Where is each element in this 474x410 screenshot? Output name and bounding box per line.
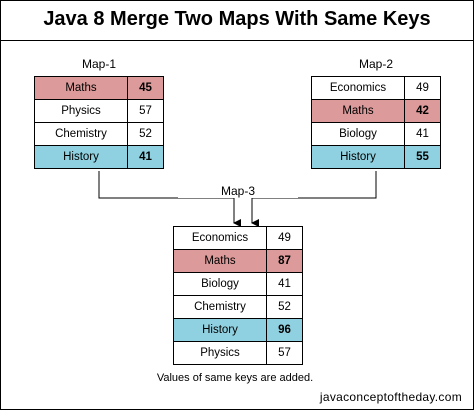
table-row: Biology 41 <box>311 122 441 146</box>
table-row: Chemistry 52 <box>34 122 164 146</box>
value-cell: 45 <box>127 76 164 100</box>
value-cell: 57 <box>266 341 303 365</box>
key-cell: Economics <box>311 76 405 100</box>
map2-table: Economics 49 Maths 42 Biology 41 History 55 <box>311 76 441 169</box>
title-divider <box>1 40 473 41</box>
footer-watermark: javaconceptoftheday.com <box>319 390 462 404</box>
map2-label: Map-2 <box>358 57 393 71</box>
note-text: Values of same keys are added. <box>156 372 314 384</box>
key-cell: History <box>173 318 267 342</box>
value-cell: 52 <box>266 295 303 319</box>
table-row: Maths 87 <box>173 249 303 273</box>
key-cell: Biology <box>173 272 267 296</box>
arrow-from-map2 <box>251 171 377 227</box>
key-cell: History <box>34 145 128 169</box>
key-cell: Economics <box>173 226 267 250</box>
table-row: Economics 49 <box>173 226 303 250</box>
map3-table: Economics 49 Maths 87 Biology 41 Chemistry 52 Hi… <box>173 226 303 365</box>
value-cell: 96 <box>266 318 303 342</box>
key-cell: Physics <box>34 99 128 123</box>
arrow-from-map1 <box>98 171 241 227</box>
table-row: History 41 <box>34 145 164 169</box>
key-cell: Chemistry <box>34 122 128 146</box>
table-row: Biology 41 <box>173 272 303 296</box>
value-cell: 87 <box>266 249 303 273</box>
table-row: Chemistry 52 <box>173 295 303 319</box>
key-cell: History <box>311 145 405 169</box>
value-cell: 57 <box>127 99 164 123</box>
value-cell: 41 <box>266 272 303 296</box>
table-row: Physics 57 <box>34 99 164 123</box>
key-cell: Chemistry <box>173 295 267 319</box>
map1-table: Maths 45 Physics 57 Chemistry 52 History 41 <box>34 76 164 169</box>
value-cell: 41 <box>127 145 164 169</box>
key-cell: Maths <box>173 249 267 273</box>
table-row: History 55 <box>311 145 441 169</box>
map1-label: Map-1 <box>81 57 116 71</box>
table-row: History 96 <box>173 318 303 342</box>
key-cell: Maths <box>311 99 405 123</box>
table-row: Maths 45 <box>34 76 164 100</box>
key-cell: Maths <box>34 76 128 100</box>
table-row: Physics 57 <box>173 341 303 365</box>
value-cell: 49 <box>266 226 303 250</box>
diagram-title: Java 8 Merge Two Maps With Same Keys <box>43 7 431 30</box>
map3-label: Map-3 <box>178 184 298 198</box>
key-cell: Biology <box>311 122 405 146</box>
key-cell: Physics <box>173 341 267 365</box>
value-cell: 55 <box>404 145 441 169</box>
